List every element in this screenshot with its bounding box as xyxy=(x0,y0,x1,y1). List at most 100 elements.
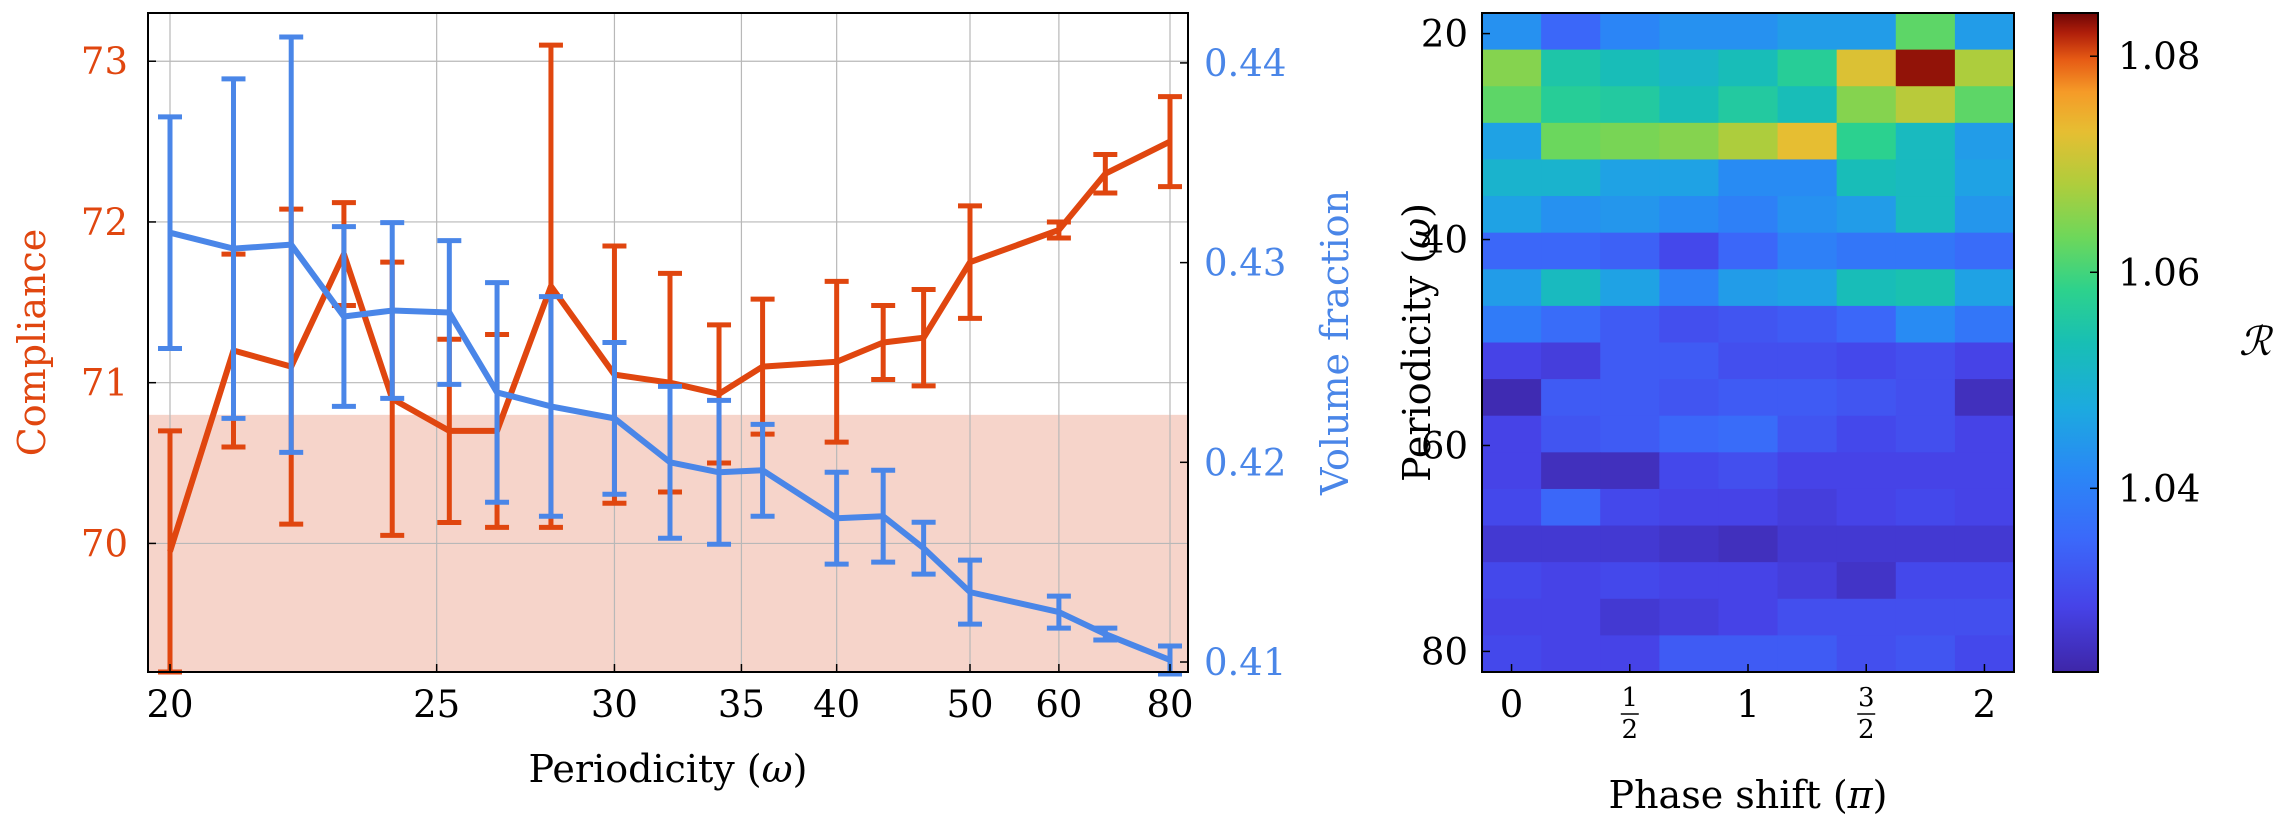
y-tick-label: 40 xyxy=(1421,219,1468,262)
heatmap-cell xyxy=(1954,232,2015,270)
heatmap-cell xyxy=(1718,598,1779,636)
heatmap-cell xyxy=(1659,525,1720,563)
heatmap-cell xyxy=(1541,232,1601,270)
left-y-axis-label: Compliance xyxy=(10,229,54,457)
x-tick-label: 50 xyxy=(946,683,993,726)
colorbar-tick-label: 1.04 xyxy=(2118,467,2200,510)
heatmap-cell xyxy=(1541,122,1601,161)
heatmap-cell xyxy=(1541,635,1601,673)
heatmap-cell xyxy=(1659,122,1720,161)
heatmap-cell xyxy=(1600,13,1660,51)
heatmap-cell xyxy=(1954,49,2015,87)
heatmap-cell xyxy=(1954,86,2015,124)
x-tick-label: 0 xyxy=(1500,683,1524,726)
plot-frame xyxy=(147,12,1189,673)
heatmap-cell xyxy=(1659,86,1720,124)
heatmap-cell xyxy=(1895,635,1956,673)
heatmap-cell xyxy=(1718,415,1779,453)
heatmap-cell xyxy=(1895,525,1956,563)
heatmap-cell xyxy=(1600,562,1660,600)
right-y-tick-label: 0.42 xyxy=(1204,441,1286,484)
heatmap-cell xyxy=(1659,49,1720,87)
heatmap-cell xyxy=(1659,159,1720,197)
heatmap-cell xyxy=(1482,196,1542,234)
left-y-tick-label: 73 xyxy=(81,40,128,83)
heatmap-cell xyxy=(1600,269,1660,307)
heatmap-cell xyxy=(1600,305,1660,344)
heatmap-cell xyxy=(1600,452,1660,490)
x-tick-denominator: 2 xyxy=(1858,715,1875,745)
heatmap-cell xyxy=(1541,488,1601,527)
heatmap-cell xyxy=(1541,452,1601,490)
heatmap-cell xyxy=(1777,305,1838,344)
x-tick-numerator: 3 xyxy=(1858,683,1875,713)
heatmap-cell xyxy=(1895,452,1956,490)
heatmap-cell xyxy=(1541,562,1601,600)
heatmap-cell xyxy=(1836,342,1897,380)
heatmap-cell xyxy=(1895,49,1956,87)
heatmap-cell xyxy=(1895,562,1956,600)
heatmap-cell xyxy=(1895,415,1956,453)
heatmap-cell xyxy=(1954,13,2015,51)
heatmap-cell xyxy=(1777,159,1838,197)
heatmap-cell xyxy=(1895,196,1956,234)
heatmap-cell xyxy=(1895,305,1956,344)
colorbar xyxy=(2052,12,2099,673)
heatmap-cell xyxy=(1777,525,1838,563)
heatmap-cell xyxy=(1954,598,2015,636)
heatmap-cell xyxy=(1659,196,1720,234)
heatmap-cell xyxy=(1600,379,1660,417)
x-axis-ticks: 20 25 30 35 40 50 60 80 xyxy=(146,664,1194,726)
heatmap-cell xyxy=(1836,415,1897,453)
heatmap-y-axis-label: Periodicity (ω) xyxy=(1395,203,1439,482)
heatmap-cell xyxy=(1482,379,1542,417)
heatmap-cell xyxy=(1659,598,1720,636)
left-y-tick-label: 71 xyxy=(81,362,128,405)
heatmap-cell xyxy=(1777,86,1838,124)
heatmap-cell xyxy=(1777,49,1838,87)
heatmap-cell xyxy=(1777,122,1838,161)
heatmap-cell xyxy=(1541,269,1601,307)
colorbar-label: ℛ xyxy=(2239,319,2274,365)
heatmap-cell xyxy=(1954,305,2015,344)
heatmap-y-ticks: 20 40 60 80 xyxy=(1421,13,1490,673)
heatmap-cell xyxy=(1954,269,2015,307)
heatmap-cell xyxy=(1600,86,1660,124)
heatmap-cell xyxy=(1895,342,1956,380)
colorbar-tick-label: 1.08 xyxy=(2118,35,2200,78)
y-tick-label: 80 xyxy=(1421,630,1468,673)
heatmap-cell xyxy=(1954,525,2015,563)
heatmap-cell xyxy=(1482,562,1542,600)
x-tick-denominator: 2 xyxy=(1622,715,1639,745)
heatmap-cell xyxy=(1895,13,1956,51)
heatmap-cell xyxy=(1836,598,1897,636)
heatmap-cell xyxy=(1482,488,1542,527)
heatmap-cell xyxy=(1541,13,1601,51)
heatmap-cell xyxy=(1895,86,1956,124)
x-tick-label: 80 xyxy=(1146,683,1193,726)
heatmap-cell xyxy=(1836,13,1897,51)
heatmap-cell xyxy=(1777,488,1838,527)
heatmap-cell xyxy=(1541,305,1601,344)
heatmap-cells xyxy=(1482,13,2015,673)
heatmap-cell xyxy=(1718,488,1779,527)
heatmap-cell xyxy=(1541,342,1601,380)
heatmap-cell xyxy=(1600,159,1660,197)
right-y-tick-label: 0.43 xyxy=(1204,242,1286,285)
heatmap-cell xyxy=(1836,49,1897,87)
heatmap-cell xyxy=(1600,342,1660,380)
heatmap-cell xyxy=(1541,49,1601,87)
heatmap-cell xyxy=(1895,269,1956,307)
left-y-tick-label: 72 xyxy=(81,201,128,244)
heatmap-cell xyxy=(1659,415,1720,453)
heatmap-cell xyxy=(1954,379,2015,417)
heatmap-cell xyxy=(1895,122,1956,161)
heatmap-cell xyxy=(1718,49,1779,87)
heatmap-cell xyxy=(1659,379,1720,417)
heatmap-cell xyxy=(1482,305,1542,344)
heatmap-cell xyxy=(1541,525,1601,563)
heatmap-x-axis-label: Phase shift (π) xyxy=(1609,773,1888,817)
heatmap-cell xyxy=(1659,562,1720,600)
heatmap-cell xyxy=(1541,196,1601,234)
heatmap-cell xyxy=(1836,305,1897,344)
